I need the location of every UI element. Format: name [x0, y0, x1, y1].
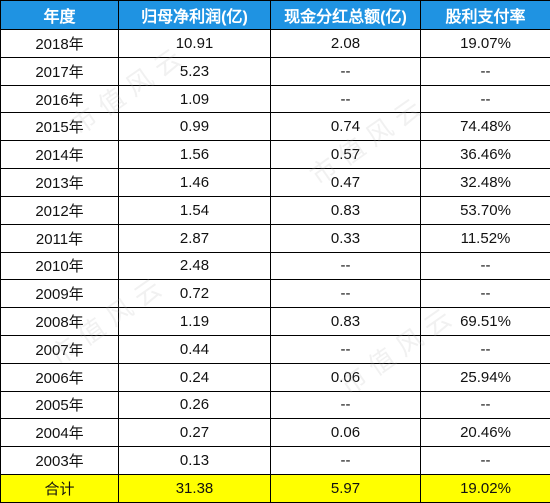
cell-payout: --	[420, 390, 550, 420]
cell-dividend: 0.74	[270, 112, 421, 142]
cell-payout: 53.70%	[420, 195, 550, 225]
cell-payout: --	[420, 251, 550, 281]
table-row: 2003年 0.13 -- --	[0, 446, 550, 475]
header-row: 年度 归母净利润(亿) 现金分红总额(亿) 股利支付率	[0, 0, 550, 30]
cell-dividend: --	[270, 446, 421, 475]
cell-dividend: 0.83	[270, 307, 421, 336]
cell-payout: 11.52%	[420, 223, 550, 253]
cell-net-profit: 1.19	[118, 307, 271, 336]
cell-net-profit: 0.24	[118, 362, 271, 392]
cell-year: 2005年	[0, 390, 119, 420]
cell-year: 2003年	[0, 446, 119, 475]
cell-net-profit: 2.87	[118, 223, 271, 253]
table-row: 2015年 0.99 0.74 74.48%	[0, 112, 550, 142]
cell-payout: 32.48%	[420, 168, 550, 197]
table-row: 2009年 0.72 -- --	[0, 279, 550, 309]
cell-net-profit: 5.23	[118, 56, 271, 86]
cell-year: 2015年	[0, 112, 119, 142]
cell-payout: 69.51%	[420, 307, 550, 336]
cell-payout: --	[420, 279, 550, 309]
cell-year: 2018年	[0, 29, 119, 58]
cell-year: 2013年	[0, 168, 119, 197]
cell-dividend: --	[270, 84, 421, 114]
cell-net-profit: 0.44	[118, 334, 271, 364]
table-row: 2008年 1.19 0.83 69.51%	[0, 307, 550, 336]
total-net-profit: 31.38	[118, 474, 271, 503]
cell-payout: --	[420, 56, 550, 86]
cell-payout: 19.07%	[420, 29, 550, 58]
cell-dividend: 0.06	[270, 362, 421, 392]
cell-payout: 74.48%	[420, 112, 550, 142]
cell-payout: 36.46%	[420, 140, 550, 170]
cell-year: 2016年	[0, 84, 119, 114]
cell-net-profit: 0.99	[118, 112, 271, 142]
total-label: 合计	[0, 474, 119, 503]
total-dividend: 5.97	[270, 474, 421, 503]
cell-dividend: 2.08	[270, 29, 421, 58]
cell-net-profit: 1.56	[118, 140, 271, 170]
cell-payout: --	[420, 84, 550, 114]
cell-dividend: 0.47	[270, 168, 421, 197]
cell-dividend: 0.83	[270, 195, 421, 225]
cell-payout: --	[420, 446, 550, 475]
cell-year: 2014年	[0, 140, 119, 170]
cell-dividend: --	[270, 390, 421, 420]
table-row: 2014年 1.56 0.57 36.46%	[0, 140, 550, 170]
cell-payout: 20.46%	[420, 418, 550, 448]
table-row: 2013年 1.46 0.47 32.48%	[0, 168, 550, 197]
cell-year: 2017年	[0, 56, 119, 86]
table-row: 2016年 1.09 -- --	[0, 84, 550, 114]
header-payout: 股利支付率	[420, 0, 550, 30]
cell-year: 2008年	[0, 307, 119, 336]
cell-year: 2011年	[0, 223, 119, 253]
table-row: 2012年 1.54 0.83 53.70%	[0, 195, 550, 225]
cell-dividend: 0.57	[270, 140, 421, 170]
cell-net-profit: 0.13	[118, 446, 271, 475]
cell-year: 2004年	[0, 418, 119, 448]
table-row: 2011年 2.87 0.33 11.52%	[0, 223, 550, 253]
cell-year: 2012年	[0, 195, 119, 225]
cell-net-profit: 0.27	[118, 418, 271, 448]
cell-dividend: 0.06	[270, 418, 421, 448]
total-row: 合计 31.38 5.97 19.02%	[0, 474, 550, 503]
cell-year: 2010年	[0, 251, 119, 281]
cell-net-profit: 0.72	[118, 279, 271, 309]
table-row: 2010年 2.48 -- --	[0, 251, 550, 281]
cell-net-profit: 0.26	[118, 390, 271, 420]
cell-year: 2009年	[0, 279, 119, 309]
header-net-profit: 归母净利润(亿)	[118, 0, 271, 30]
cell-net-profit: 1.54	[118, 195, 271, 225]
cell-dividend: --	[270, 251, 421, 281]
total-payout: 19.02%	[420, 474, 550, 503]
table-row: 2005年 0.26 -- --	[0, 390, 550, 420]
header-year: 年度	[0, 0, 119, 30]
table-row: 2006年 0.24 0.06 25.94%	[0, 362, 550, 392]
cell-dividend: --	[270, 279, 421, 309]
cell-payout: 25.94%	[420, 362, 550, 392]
cell-dividend: --	[270, 334, 421, 364]
table-row: 2018年 10.91 2.08 19.07%	[0, 29, 550, 58]
table-row: 2007年 0.44 -- --	[0, 334, 550, 364]
cell-dividend: 0.33	[270, 223, 421, 253]
cell-net-profit: 1.46	[118, 168, 271, 197]
cell-net-profit: 1.09	[118, 84, 271, 114]
cell-payout: --	[420, 334, 550, 364]
cell-net-profit: 10.91	[118, 29, 271, 58]
table-row: 2017年 5.23 -- --	[0, 56, 550, 86]
cell-net-profit: 2.48	[118, 251, 271, 281]
table-row: 2004年 0.27 0.06 20.46%	[0, 418, 550, 448]
header-dividend: 现金分红总额(亿)	[270, 0, 421, 30]
cell-dividend: --	[270, 56, 421, 86]
cell-year: 2006年	[0, 362, 119, 392]
cell-year: 2007年	[0, 334, 119, 364]
